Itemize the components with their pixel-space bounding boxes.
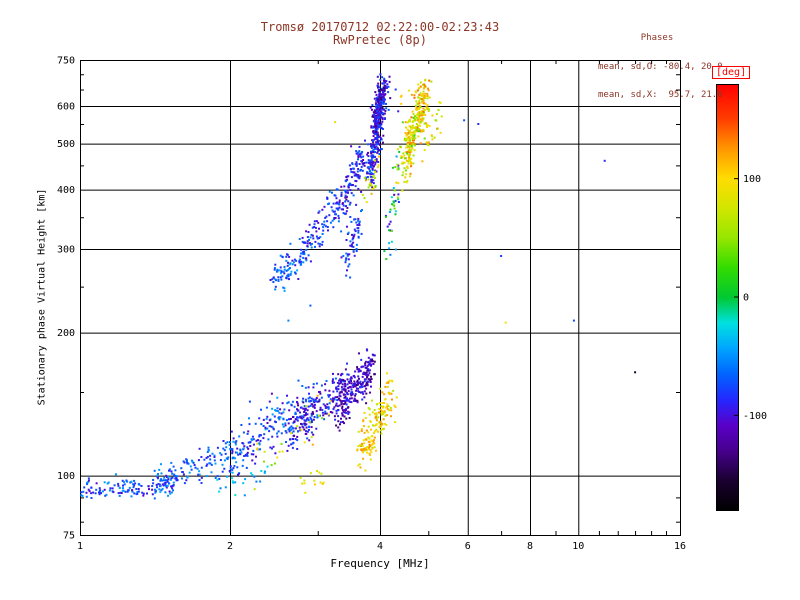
y-tick-label: 750 bbox=[57, 56, 75, 67]
minor-ticks bbox=[80, 60, 680, 535]
x-tick-label: 6 bbox=[465, 541, 471, 552]
y-tick-label: 75 bbox=[63, 531, 75, 542]
y-tick-label: 100 bbox=[57, 471, 75, 482]
y-tick-label: 500 bbox=[57, 139, 75, 150]
x-tick-label: 4 bbox=[377, 541, 383, 552]
y-tick-label: 200 bbox=[57, 328, 75, 339]
phase-stats-o-line: mean, sd,O: -80.4, 20.0 bbox=[598, 61, 723, 72]
y-tick-label: 600 bbox=[57, 102, 75, 113]
y-axis-label: Stationary phase Virtual Height [km] bbox=[36, 188, 48, 406]
plot-title: Tromsø 20170712 02:22:00-02:23:43 bbox=[260, 20, 500, 34]
x-tick-label: 1 bbox=[77, 541, 83, 552]
gridlines bbox=[80, 60, 680, 535]
tick-labels: 1 2 4 6 8 10 16 75 100 200 300 400 500 600 750 bbox=[57, 56, 686, 553]
x-tick-label: 2 bbox=[227, 541, 233, 552]
y-tick-label: 400 bbox=[57, 185, 75, 196]
colorbar-unit-label: [deg] bbox=[712, 66, 751, 79]
x-tick-label: 10 bbox=[572, 541, 584, 552]
colorbar-tick-label: -100 bbox=[743, 411, 767, 422]
x-axis-label: Frequency [MHz] bbox=[330, 557, 430, 570]
phase-stats-x-line: mean, sd,X: 95.7, 21.6 bbox=[598, 90, 723, 100]
phase-stats: Phases mean, sd,O: -80.4, 20.0 mean, sd,… bbox=[598, 15, 723, 120]
scatter-points bbox=[80, 73, 637, 500]
phase-stats-header: Phases bbox=[640, 33, 674, 43]
colorbar-gradient bbox=[716, 84, 739, 511]
plot-frame bbox=[80, 60, 681, 536]
plot-subtitle: RwPretec (8p) bbox=[333, 33, 427, 47]
x-tick-label: 8 bbox=[527, 541, 533, 552]
colorbar-tick-label: 0 bbox=[743, 293, 749, 304]
y-tick-label: 300 bbox=[57, 245, 75, 256]
x-tick-label: 16 bbox=[674, 541, 686, 552]
colorbar: 100 0 -100 bbox=[716, 84, 767, 511]
colorbar-tick-label: 100 bbox=[743, 174, 761, 185]
